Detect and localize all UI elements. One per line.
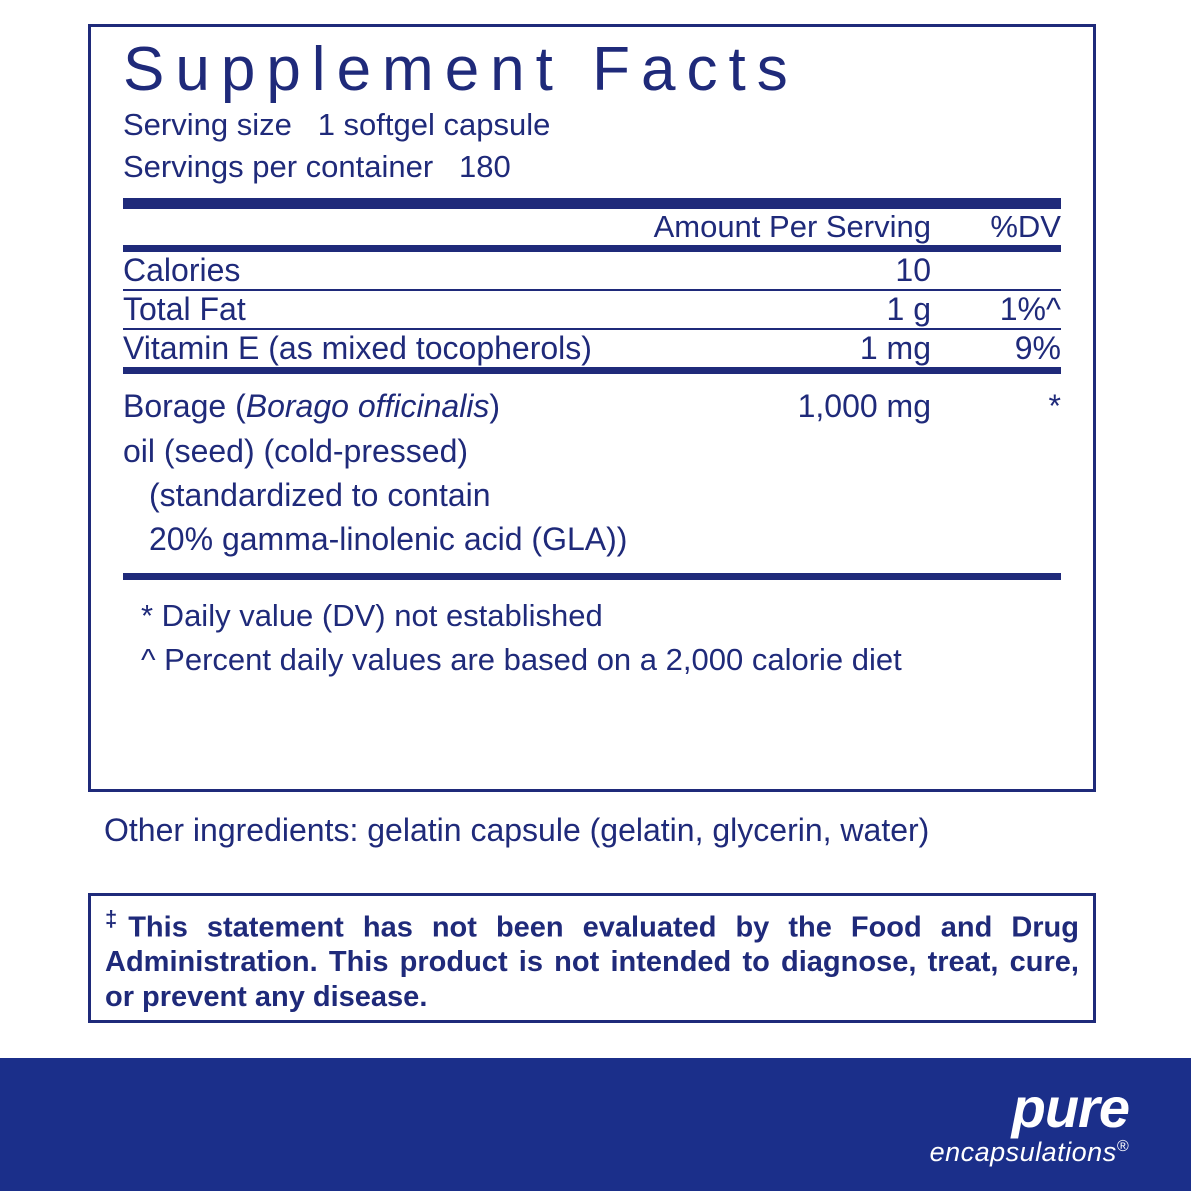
rule-below-proprietary [123,573,1061,581]
nutrient-dv: 1%^ [931,290,1061,331]
supplement-facts-title: Supplement Facts [123,35,799,104]
footnote-dv-not-established: * Daily value (DV) not established [141,598,603,634]
proprietary-dv: * [1048,388,1061,425]
nutrient-amount: 1 g [641,290,931,331]
rule-below-header [123,245,1061,253]
table-row: Calories 10 [123,252,1061,292]
proprietary-name-prefix: Borage ( [123,388,246,425]
proprietary-line-4: 20% gamma-linolenic acid (GLA)) [149,520,628,557]
proprietary-name-latin: Borago officinalis [245,388,490,425]
fda-disclaimer-box: ‡This statement has not been evaluated b… [88,893,1096,1023]
column-header-amount: Amount Per Serving [653,209,931,245]
nutrient-dv: 9% [1014,330,1061,367]
table-header-row: Amount Per Serving %DV [123,209,1061,245]
rule-above-proprietary [123,367,1061,375]
brand-footer: pure encapsulations® [0,1058,1191,1191]
column-header-dv: %DV [990,209,1061,245]
nutrient-name: Total Fat [123,290,641,331]
rule-above-header [123,198,1061,210]
nutrient-rows: Calories 10 Total Fat 1 g 1%^ Vitamin E … [123,252,1061,367]
column-header-name [123,209,641,245]
proprietary-name: Borage (Borago officinalis) [123,384,500,428]
proprietary-line-1: Borage (Borago officinalis) 1,000 mg * [123,384,1061,428]
disclaimer-marker: ‡ [105,906,129,931]
registered-trademark-icon: ® [1116,1138,1129,1155]
nutrient-dv [931,252,1061,292]
proprietary-line-3: (standardized to contain [149,476,491,513]
proprietary-line-2: oil (seed) (cold-pressed) [123,432,469,469]
proprietary-block: Borage (Borago officinalis) 1,000 mg * o… [123,374,1061,573]
footnotes: * Daily value (DV) not established ^ Per… [123,580,1061,682]
brand-name: pure [1011,1076,1130,1139]
table-row: Total Fat 1 g 1%^ [123,290,1061,331]
proprietary-name-suffix: ) [489,388,501,425]
table-row: Vitamin E (as mixed tocopherols) 1 mg 9% [123,329,1061,367]
servings-per-container-line: Servings per container 180 [123,146,1075,188]
serving-size-value: 1 softgel capsule [317,107,551,143]
brand-tagline: encapsulations® [929,1137,1129,1168]
brand-tagline-text: encapsulations [929,1137,1117,1167]
nutrient-amount: 10 [641,252,931,292]
other-ingredients: Other ingredients: gelatin capsule (gela… [104,812,930,848]
disclaimer-body: This statement has not been evaluated by… [105,911,1079,1014]
nutrient-name: Calories [123,252,641,292]
brand-logo: pure encapsulations® [929,1076,1130,1168]
serving-size-line: Serving size 1 softgel capsule [123,104,1075,146]
fda-disclaimer-text: ‡This statement has not been evaluated b… [91,896,1093,1015]
nutrition-table: Amount Per Serving %DV [123,209,1061,245]
servings-per-container-label: Servings per container [123,149,434,185]
serving-size-label: Serving size [123,107,292,143]
nutrient-name: Vitamin E (as mixed tocopherols) [123,330,592,367]
footnote-calorie-diet: ^ Percent daily values are based on a 2,… [141,642,902,678]
proprietary-amount: 1,000 mg [797,388,931,425]
nutrient-amount: 1 mg [859,330,931,367]
servings-per-container-value: 180 [459,149,511,185]
supplement-facts-panel: Supplement Facts Serving size 1 softgel … [88,24,1096,792]
